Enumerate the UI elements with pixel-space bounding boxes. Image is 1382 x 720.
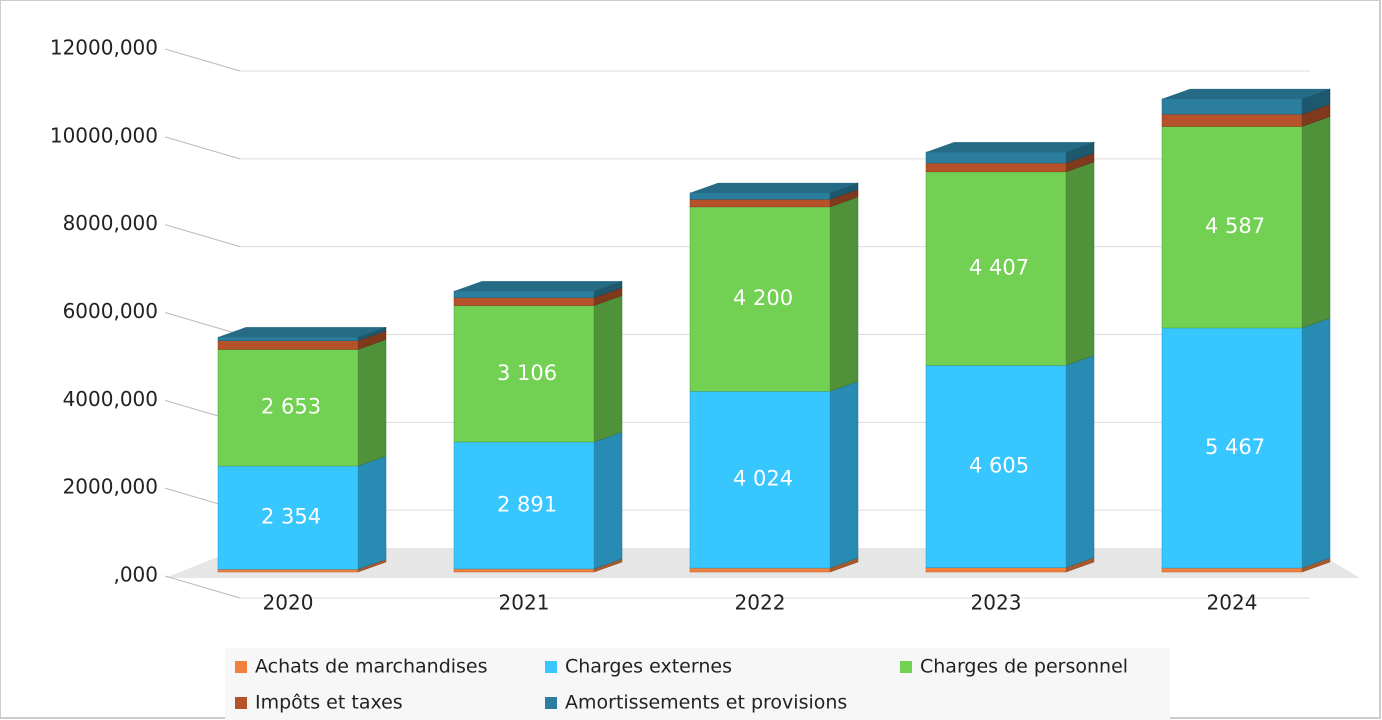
bar <box>689 567 831 573</box>
value-label: 4 605 <box>969 453 1029 477</box>
bar-top <box>1162 88 1330 99</box>
bar-top <box>454 281 622 292</box>
bar <box>925 567 1067 573</box>
bar-side <box>1065 355 1095 568</box>
bar <box>217 465 359 570</box>
y-tick-label: 8000,000 <box>63 211 158 235</box>
bar-side <box>1301 317 1331 569</box>
bar <box>689 199 831 208</box>
legend-swatch <box>235 661 247 673</box>
x-tick-label: 2024 <box>1207 591 1258 615</box>
y-tick-label: ,000 <box>113 563 158 587</box>
legend-label: Charges de personnel <box>920 656 1128 678</box>
bar <box>925 162 1067 173</box>
value-label: 5 467 <box>1205 435 1265 459</box>
bar <box>453 568 595 573</box>
value-label: 4 024 <box>733 467 793 491</box>
value-label: 2 891 <box>497 492 557 516</box>
grid-connector <box>164 224 241 248</box>
bar <box>689 192 831 200</box>
bar-top <box>218 327 386 338</box>
bar <box>453 305 595 443</box>
grid-connector <box>164 136 241 160</box>
grid-connector <box>164 312 241 335</box>
y-tick-label: 6000,000 <box>63 299 158 323</box>
bar <box>925 171 1067 366</box>
bar-side <box>357 339 387 467</box>
bar-side <box>593 295 623 443</box>
value-label: 4 587 <box>1205 214 1265 238</box>
bar <box>217 336 359 341</box>
bar <box>1161 98 1303 115</box>
bar <box>453 290 595 298</box>
bar <box>1161 567 1303 573</box>
legend-label: Charges externes <box>565 656 732 678</box>
value-label: 3 106 <box>497 361 557 385</box>
legend-swatch <box>900 661 912 673</box>
value-label: 2 354 <box>261 505 321 529</box>
legend-label: Achats de marchandises <box>255 656 488 678</box>
x-tick-label: 2022 <box>735 591 786 615</box>
legend-swatch <box>235 697 247 709</box>
bar-side <box>1065 161 1095 366</box>
x-tick-label: 2021 <box>499 591 550 615</box>
legend-box <box>225 648 1170 720</box>
bar-side <box>829 380 859 569</box>
bar-side <box>829 196 859 392</box>
legend-label: Amortissements et provisions <box>565 692 847 714</box>
x-tick-label: 2023 <box>971 591 1022 615</box>
y-tick-label: 10000,000 <box>50 123 158 147</box>
y-tick-label: 4000,000 <box>63 387 158 411</box>
bar <box>1161 126 1303 329</box>
bar <box>925 151 1067 164</box>
value-label: 4 200 <box>733 286 793 310</box>
value-label: 4 407 <box>969 256 1029 280</box>
y-tick-label: 2000,000 <box>63 475 158 499</box>
grid-connector <box>164 48 241 72</box>
bar <box>217 349 359 467</box>
grid-connector <box>164 575 241 599</box>
legend-swatch <box>545 697 557 709</box>
bar <box>217 340 359 350</box>
bar <box>689 391 831 569</box>
bar <box>1161 327 1303 569</box>
bar <box>217 569 359 573</box>
bar <box>1161 113 1303 127</box>
y-tick-label: 12000,000 <box>50 36 158 60</box>
value-label: 2 653 <box>261 395 321 419</box>
legend-swatch <box>545 661 557 673</box>
bar <box>453 441 595 570</box>
bar-top <box>690 182 858 193</box>
legend-label: Impôts et taxes <box>255 692 403 714</box>
bar-side <box>1301 116 1331 329</box>
bar <box>925 365 1067 568</box>
bar <box>453 297 595 306</box>
bar <box>689 206 831 392</box>
bar-side <box>357 455 387 570</box>
bar-side <box>593 431 623 570</box>
bar-top <box>926 142 1094 153</box>
x-tick-label: 2020 <box>263 591 314 615</box>
